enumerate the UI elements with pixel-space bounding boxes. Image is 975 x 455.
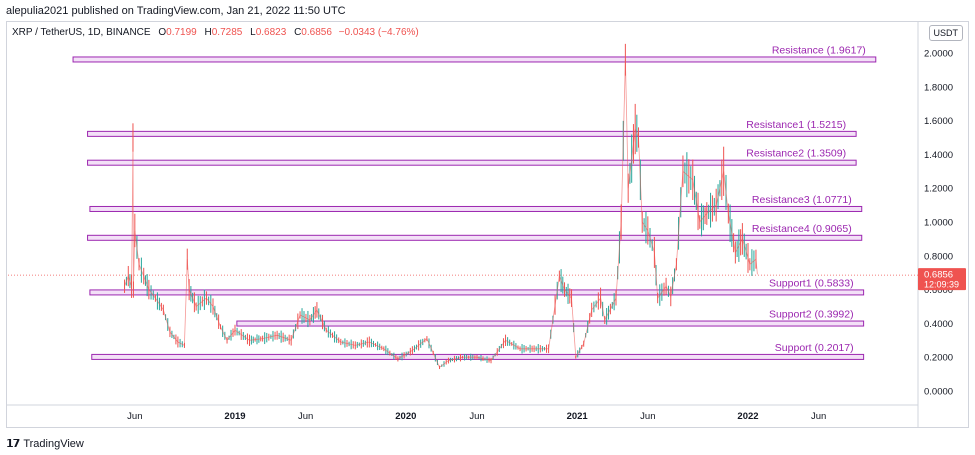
- level-box: [89, 205, 863, 212]
- level-label: Support1 (0.5833): [769, 277, 854, 289]
- x-tick-label: 2021: [567, 411, 589, 422]
- currency-button[interactable]: USDT: [928, 25, 963, 41]
- tradingview-logo-icon: 𝟭𝟳: [6, 438, 20, 450]
- y-tick-label: 0.8000: [924, 251, 953, 262]
- level-box: [89, 289, 865, 296]
- open-value: 0.7199: [166, 27, 197, 38]
- low-label: L: [250, 27, 256, 38]
- x-tick-label: 2019: [224, 411, 245, 422]
- level-label: Resistance3 (1.0771): [752, 194, 852, 206]
- close-label: C: [294, 27, 302, 38]
- low-value: 0.6823: [255, 27, 287, 38]
- x-tick-label: Jun: [298, 411, 313, 422]
- y-tick-label: 1.8000: [924, 82, 953, 93]
- y-tick-label: 0.6000: [924, 285, 953, 296]
- x-tick-label: Jun: [811, 411, 826, 422]
- x-tick-label: 2020: [395, 411, 416, 422]
- x-tick-label: Jun: [640, 411, 655, 422]
- y-tick-label: 1.6000: [924, 116, 953, 127]
- x-tick-label: Jun: [127, 411, 142, 422]
- symbol-legend: XRP / TetherUS, 1D, BINANCE O0.7199 H0.7…: [12, 27, 419, 38]
- price-tag-value: 0.6856: [924, 270, 953, 281]
- price-tag-countdown: 12:09:39: [924, 280, 959, 290]
- level-box: [236, 320, 865, 327]
- open-label: O: [158, 27, 167, 38]
- level-box: [91, 353, 865, 360]
- price-series-line: [124, 59, 758, 368]
- y-tick-label: 2.0000: [924, 49, 953, 60]
- x-tick-label: 2022: [737, 411, 758, 422]
- high-label: H: [204, 27, 212, 38]
- close-value: 0.6856: [301, 27, 332, 38]
- footer-branding: 𝟭𝟳 TradingView: [6, 437, 84, 451]
- y-tick-label: 0.4000: [924, 319, 953, 330]
- x-tick-label: Jun: [469, 411, 484, 422]
- price-tag-box: [918, 268, 966, 291]
- y-tick-label: 1.2000: [924, 184, 953, 195]
- level-label: Resistance (1.9617): [772, 44, 866, 56]
- level-box: [87, 159, 857, 166]
- publisher-header: alepulia2021 published on TradingView.co…: [6, 5, 346, 17]
- level-label: Resistance4 (0.9065): [752, 223, 852, 235]
- level-label: Resistance1 (1.5215): [746, 119, 846, 131]
- y-tick-label: 1.0000: [924, 218, 953, 229]
- y-tick-label: 1.4000: [924, 150, 953, 161]
- level-label: Support2 (0.3992): [769, 309, 854, 321]
- chart-frame: [6, 21, 969, 428]
- level-label: Support (0.2017): [775, 342, 854, 354]
- symbol-name: XRP / TetherUS, 1D, BINANCE: [12, 27, 151, 38]
- level-label: Resistance2 (1.3509): [746, 148, 846, 160]
- level-box: [87, 234, 863, 241]
- level-box: [87, 130, 857, 137]
- y-tick-label: 0.2000: [924, 353, 953, 364]
- high-value: 0.7285: [211, 27, 243, 38]
- level-box: [72, 56, 877, 63]
- y-tick-label: 0.0000: [924, 387, 953, 398]
- brand-name: TradingView: [23, 437, 84, 450]
- change-value: −0.0343 (−4.76%): [338, 27, 419, 38]
